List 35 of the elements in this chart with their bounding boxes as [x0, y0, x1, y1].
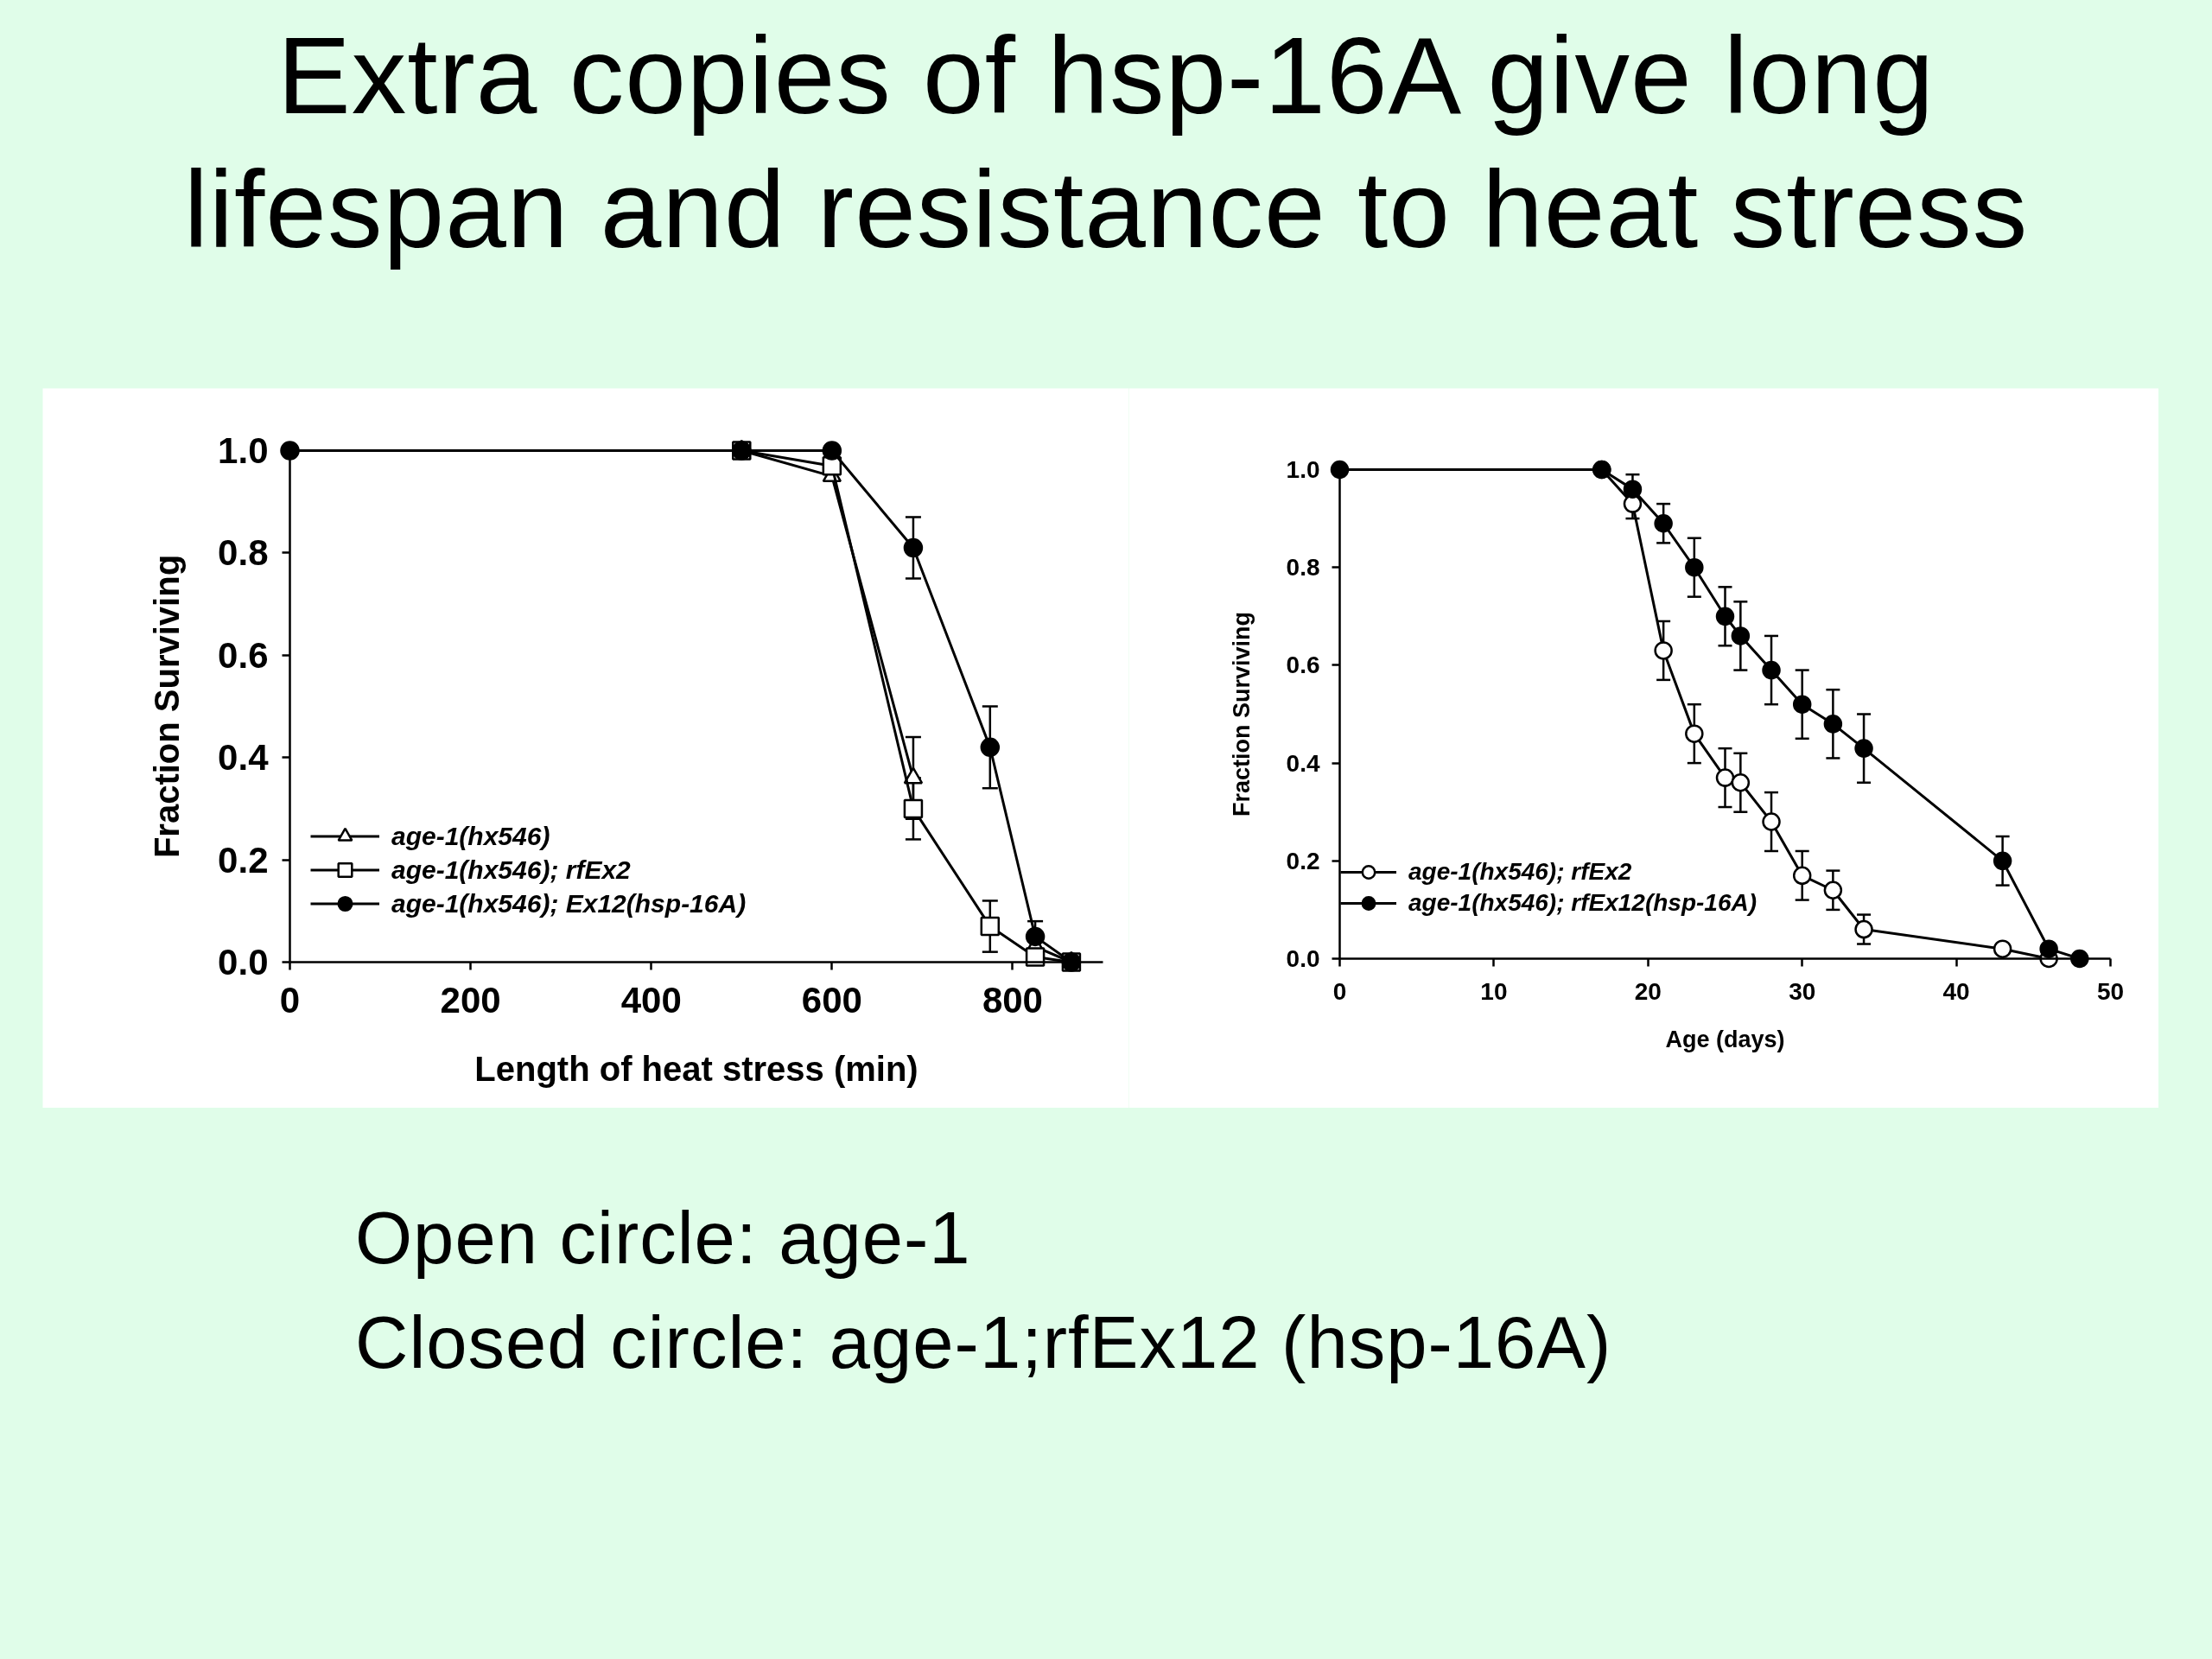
x-tick-label: 0 — [1332, 977, 1347, 1005]
legend-label: age-1(hx546); rfEx12(hsp-16A) — [1408, 888, 1758, 918]
text: Closed circle: age-1;rfEx12 (hsp-16A) — [355, 1300, 1612, 1385]
y-tick-label: 0.0 — [1286, 945, 1320, 972]
y-tick-label: 0.8 — [218, 532, 269, 574]
y-tick-label: 0.2 — [1286, 847, 1320, 874]
legend-label: age-1(hx546); rfEx2 — [1408, 857, 1632, 887]
x-tick-label: 40 — [1942, 977, 1970, 1005]
legend-label: age-1(hx546); Ex12(hsp-16A) — [391, 887, 747, 919]
x-tick-label: 400 — [620, 979, 682, 1020]
x-axis-title: Age (days) — [1665, 1026, 1785, 1052]
legend-label: age-1(hx546); rfEx2 — [391, 854, 631, 886]
x-tick-label: 50 — [2096, 977, 2125, 1005]
x-axis-title: Length of heat stress (min) — [474, 1049, 918, 1088]
y-tick-label: 1.0 — [1286, 456, 1320, 483]
legend-label: age-1(hx546) — [391, 820, 550, 852]
y-tick-label: 0.2 — [218, 839, 269, 880]
x-tick-label: 600 — [801, 979, 862, 1020]
y-tick-label: 0.0 — [218, 942, 269, 982]
x-tick-label: 200 — [440, 979, 501, 1020]
chart-title: Extra copies of hsp-16A give long lifespan and resistance to heat stress — [182, 13, 2030, 272]
y-tick-label: 0.4 — [1286, 749, 1320, 777]
y-axis-title: Fraction Surviving — [148, 554, 187, 859]
y-tick-label: 0.6 — [218, 634, 269, 676]
y-axis-title: Fraction Surviving — [1228, 611, 1255, 817]
x-tick-label: 30 — [1789, 977, 1816, 1005]
y-tick-label: 0.8 — [1286, 554, 1320, 582]
y-tick-label: 0.4 — [218, 737, 270, 779]
y-tick-label: 0.6 — [1286, 652, 1320, 679]
text: Open circle: age-1 — [355, 1196, 971, 1281]
y-tick-label: 1.0 — [218, 430, 269, 471]
x-tick-label: 800 — [982, 979, 1043, 1020]
x-tick-label: 0 — [279, 979, 301, 1020]
x-tick-label: 10 — [1480, 977, 1508, 1005]
x-tick-label: 20 — [1634, 977, 1662, 1005]
